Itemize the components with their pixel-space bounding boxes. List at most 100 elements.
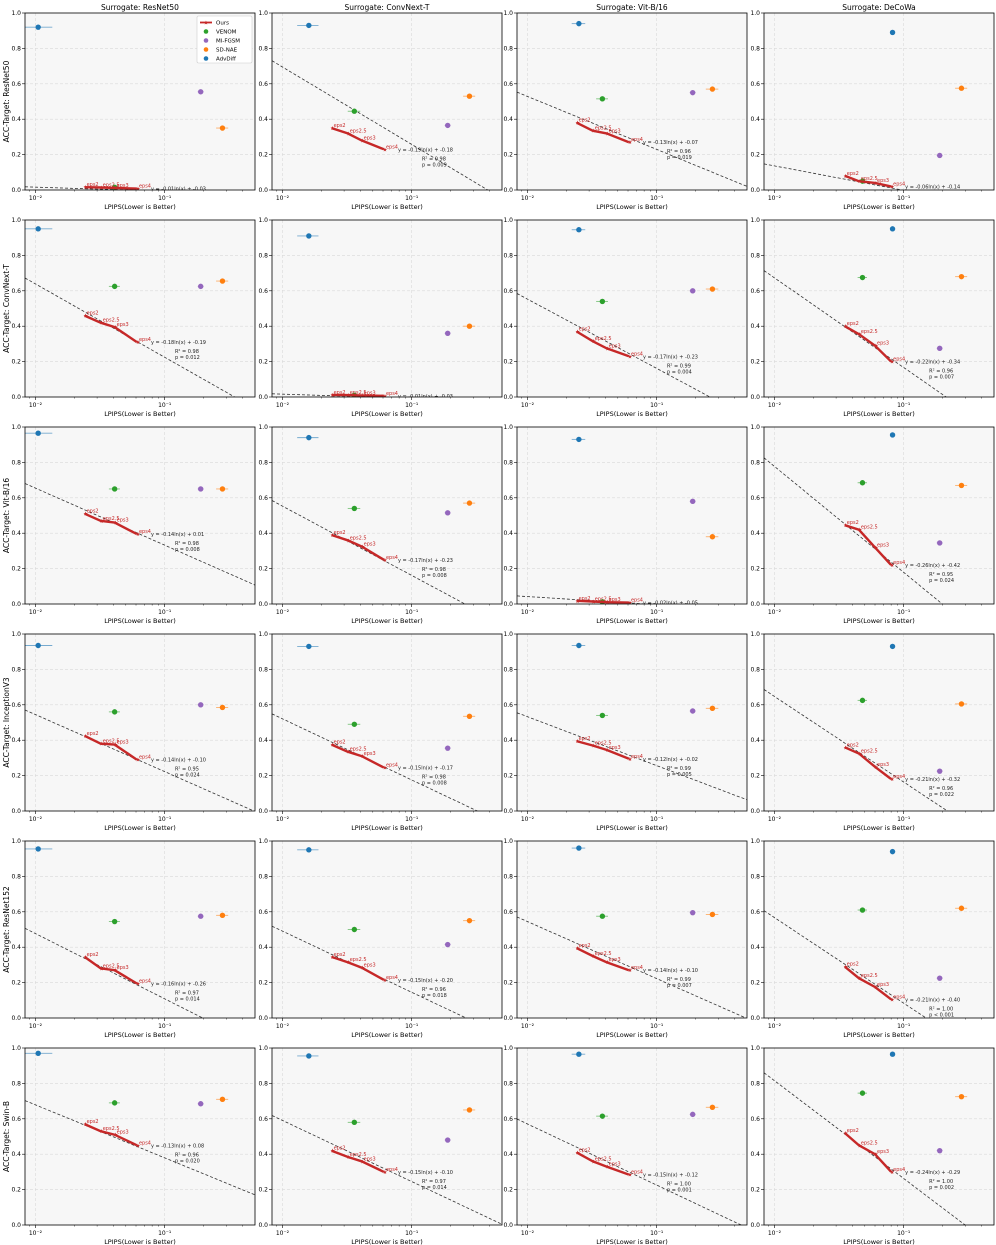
ours-line [576,1151,630,1176]
axes-frame [763,426,995,605]
panel-4-0: ★eps2★eps2.5★eps3★eps4 y = -0.16ln(x) + -… [2,838,256,1039]
ours-point-3: ★ [627,1173,632,1179]
plot-content: ★eps2★eps2.5★eps3★eps4 y = -0.13ln(x) + 0… [25,1048,255,1225]
y-tick-label: 0.2 [11,1187,21,1194]
fit-r2: R² = 0.96 [929,369,953,375]
x-axis-label: LPIPS(Lower is Better) [351,824,423,832]
ours-line [844,174,892,188]
y-tick-label: 0.8 [11,252,21,259]
ours-line [331,1149,385,1173]
y-tick-label: 1.0 [11,838,21,845]
x-tick-label: 10⁻¹ [650,402,664,409]
ours-point-1: ★ [591,600,596,606]
x-tick-label: 10⁻² [768,816,782,823]
ours-label: eps4 [893,774,905,780]
y-tick-label: 0.4 [11,116,21,123]
mifgsm-point [444,122,451,129]
venom-point [111,709,118,715]
plot-area [272,13,502,190]
x-tick-label: 10⁻¹ [650,195,664,202]
y-tick-label: 0.6 [11,1116,21,1123]
ours-line [331,126,385,151]
fit-equation: y = -0.12ln(x) + -0.02 [643,757,698,763]
y-tick-label: 0.8 [258,252,268,259]
ours-label: eps2 [847,520,859,526]
ours-point-3: ★ [890,360,895,366]
ours-point-3: ★ [627,601,632,607]
axes-frame [24,840,256,1019]
y-tick-label: 1.0 [503,424,513,431]
y-tick-label: 0.4 [750,1151,760,1158]
ours-point-1: ★ [99,519,104,525]
y-tick-label: 1.0 [750,217,760,224]
ours-point-2: ★ [605,960,610,966]
fit-line [517,293,711,397]
axes-frame [271,12,503,191]
panel-1-0: ★eps2★eps2.5★eps3★eps4 y = -0.18ln(x) + -… [2,217,256,418]
fit-line [272,500,466,604]
x-tick-label: 10⁻¹ [158,195,172,202]
x-tick-label: 10⁻² [276,609,290,616]
sdnae-point [958,482,965,489]
advdiff-point [306,434,312,441]
plot-content: ★eps2★eps2.5★eps3★eps4 y = -0.17ln(x) + -… [272,427,502,604]
plot-content: ★eps2★eps2.5★eps3★eps4 y = -0.12ln(x) + -… [517,634,747,811]
y-tick-label: 0.0 [503,187,513,194]
y-tick-label: 1.0 [258,10,268,17]
mifgsm-point [689,498,696,505]
plot-content: ★eps2★eps2.5★eps3★eps4 y = -0.15ln(x) + -… [517,1048,747,1225]
advdiff-point [576,845,582,851]
ours-label: eps2.5 [595,336,612,342]
plot-content: ★eps2★eps2.5★eps3★eps4 y = -0.15ln(x) + -… [272,634,502,811]
fit-r2: R² = 0.96 [175,1152,199,1158]
ours-label: eps3 [609,957,621,963]
y-tick-label: 0.6 [258,702,268,709]
y-tick-label: 0.8 [11,459,21,466]
y-tick-label: 1.0 [750,424,760,431]
fit-equation: y = -0.21ln(x) + -0.32 [905,777,960,783]
ours-label: eps2.5 [595,597,612,603]
fit-line [517,712,747,801]
ours-line [84,314,138,344]
legend-label: SD-NAE [216,48,238,54]
plot-area [764,634,994,811]
y-tick-label: 1.0 [503,1045,513,1052]
fit-pvalue: p = 0.024 [929,578,954,584]
ours-point-1: ★ [346,538,351,544]
sdnae-point [466,93,473,99]
fit-r2: R² = 0.96 [667,149,691,155]
y-tick-label: 0.0 [503,1015,513,1022]
x-axis-label: LPIPS(Lower is Better) [596,1031,668,1039]
ours-label: eps3 [117,965,129,971]
fit-line [764,1072,966,1225]
ours-point-0: ★ [83,185,88,191]
ours-point-3: ★ [135,1143,140,1149]
ours-label: eps4 [893,357,905,363]
mifgsm-point [444,330,451,336]
mifgsm-point [936,975,943,981]
ours-label: eps4 [893,1167,905,1173]
ours-line [844,1132,893,1173]
ours-point-1: ★ [99,742,104,748]
ours-label: eps2.5 [861,1140,878,1146]
ours-label: eps2 [579,118,591,124]
column-title: Surrogate: ConvNext-T [345,3,430,12]
ours-line [84,734,138,761]
mifgsm-point [197,283,204,290]
sdnae-point [219,125,226,131]
fit-r2: R² = 0.99 [929,193,953,199]
ours-label: eps4 [386,763,398,769]
panel-5-2: ★eps2★eps2.5★eps3★eps4 y = -0.15ln(x) + -… [503,1045,748,1245]
venom-point [111,918,118,925]
panel-3-3: ★eps2★eps2.5★eps3★eps4 y = -0.21ln(x) + -… [750,631,995,832]
ours-point-1: ★ [857,751,862,757]
ours-point-3: ★ [890,1170,895,1176]
ours-line [844,325,893,363]
legend: ★ Ours VENOM MI-FGSM SD-NAE AdvDiff [196,15,253,64]
axes-frame [24,426,256,605]
ours-point-3: ★ [627,968,632,974]
fit-pvalue: p = 0.001 [667,1188,692,1194]
advdiff-point [889,1051,896,1057]
advdiff-point [35,642,41,649]
venom-point [111,486,118,492]
